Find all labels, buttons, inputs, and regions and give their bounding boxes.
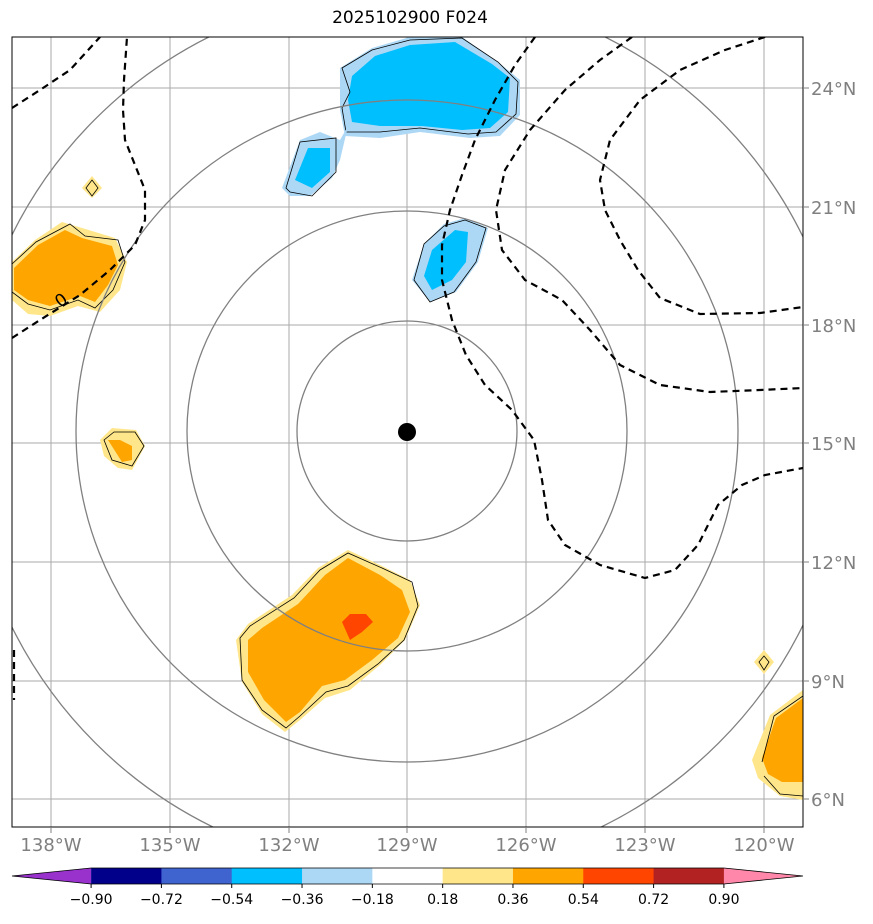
lon-label: 135°W: [139, 835, 200, 856]
lat-label: 9°N: [811, 672, 845, 693]
colorbar-label: 0.90: [708, 892, 739, 908]
lon-label: 138°W: [20, 835, 81, 856]
colorbar: −0.90 −0.72 −0.54 −0.36 −0.18 0.18 0.36 0.54 0.7…: [11, 867, 804, 908]
positive-anomaly-southwest: [236, 550, 420, 732]
colorbar-segment: [512, 868, 584, 884]
colorbar-segment: [12, 868, 92, 884]
lon-label: 123°W: [614, 835, 675, 856]
colorbar-label: −0.90: [70, 892, 113, 908]
graticule: [12, 37, 803, 827]
lon-label: 129°W: [376, 835, 437, 856]
colorbar-segment: [442, 868, 514, 884]
lat-label: 12°N: [811, 553, 856, 574]
colorbar-label: −0.18: [351, 892, 394, 908]
colorbar-segment: [161, 868, 233, 884]
colorbar-label: −0.36: [281, 892, 324, 908]
colorbar-label: −0.54: [210, 892, 253, 908]
positive-anomaly-small-west: [100, 428, 145, 470]
colorbar-segment: [723, 868, 803, 884]
longitude-labels: 138°W 135°W 132°W 129°W 126°W 123°W 120°…: [20, 835, 794, 856]
lon-label: 132°W: [258, 835, 319, 856]
colorbar-label: 0.72: [638, 892, 669, 908]
tick-marks: [50, 87, 809, 833]
colorbar-label: 0.54: [568, 892, 599, 908]
lat-label: 24°N: [811, 79, 856, 100]
lat-label: 15°N: [811, 434, 856, 455]
colorbar-segment: [653, 868, 725, 884]
storm-center-marker: [398, 423, 416, 441]
colorbar-label: −0.72: [140, 892, 183, 908]
map-title: 2025102900 F024: [332, 8, 488, 28]
lon-label: 126°W: [495, 835, 556, 856]
negative-anomaly-north: [340, 37, 520, 138]
positive-anomaly-west: [12, 222, 127, 316]
colorbar-segment: [91, 868, 162, 884]
lat-label: 6°N: [811, 790, 845, 811]
range-rings: [12, 37, 803, 827]
positive-anomaly-southeast: [752, 690, 803, 800]
colorbar-label: 0.36: [497, 892, 528, 908]
lat-label: 21°N: [811, 198, 856, 219]
colorbar-segment: [583, 868, 655, 884]
negative-anomaly-north-small: [282, 126, 348, 197]
lon-label: 120°W: [733, 835, 794, 856]
colorbar-label: 0.18: [427, 892, 458, 908]
lat-label: 18°N: [811, 316, 856, 337]
negative-anomaly-northeast: [412, 218, 488, 303]
colorbar-segment: [231, 868, 303, 884]
colorbar-segment: [302, 868, 373, 884]
map-area: 0: [12, 37, 803, 827]
dashed-contours: [12, 37, 803, 700]
colorbar-segment: [372, 868, 444, 884]
latitude-labels: 24°N 21°N 18°N 15°N 12°N 9°N 6°N: [811, 79, 856, 811]
positive-anomaly-tiny: [82, 176, 774, 674]
